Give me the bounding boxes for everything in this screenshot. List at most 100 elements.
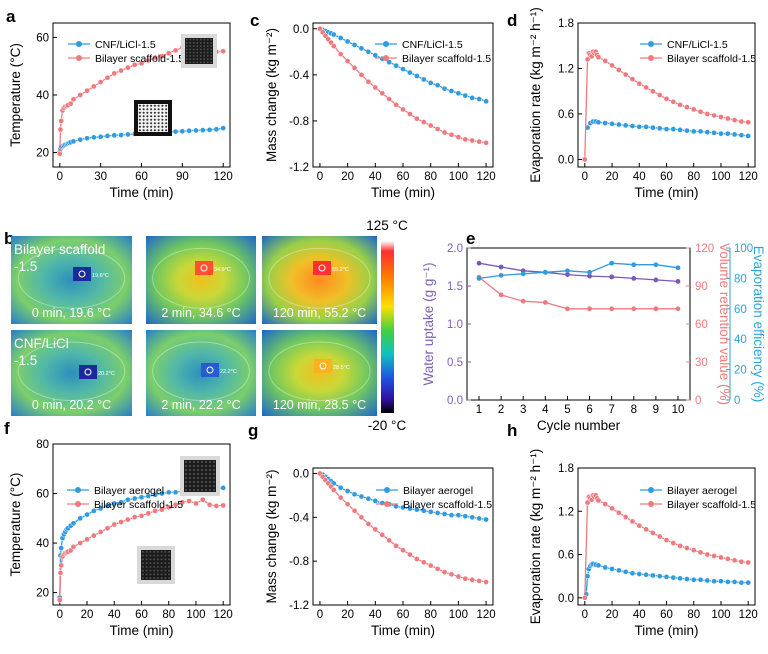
chart-a: 0 30 60 90 120 20 40 60 Time (min) Temperature (°… [8,22,233,200]
x-tick-label: 2 [498,404,504,416]
data-point [407,551,413,558]
data-point [206,126,213,133]
photo-pore [160,565,163,568]
y-tick-label: -1.2 [289,600,309,612]
photo-pore [146,111,149,114]
sample-spot [313,261,331,275]
photo-pore [185,61,188,64]
data-point [118,499,124,506]
x-tick-label: 20 [606,171,619,183]
data-point [427,562,434,569]
photo-pore [192,480,196,484]
data-point [372,498,379,504]
data-point [199,127,206,133]
legend-label: Bilayer scaffold-1.5 [95,53,184,65]
y-tick-label: 1.0 [447,319,463,331]
data-point [675,265,681,271]
data-point [643,526,649,533]
panel-label-b: b [4,229,14,248]
thermal-bg [146,236,256,324]
data-point [58,562,65,569]
x-axis-label: Time (min) [371,623,435,638]
photo-pore [164,562,167,565]
data-point [67,100,74,107]
data-point [186,127,193,134]
data-point [441,511,448,517]
photo-pore [188,476,192,480]
dish-outline [152,341,250,402]
photo-pore [189,61,192,64]
photo-pore [200,480,204,484]
data-point [670,126,677,132]
photo-pore [204,464,208,468]
photo-pore [156,550,159,553]
data-point [393,101,399,108]
data-point [386,59,393,66]
data-point [704,111,711,117]
data-point [697,108,704,115]
photo-body [184,460,216,492]
data-point [469,576,476,583]
data-point [602,120,609,126]
data-point [90,134,97,141]
data-point [653,277,659,283]
photo-pore [192,476,196,480]
y2-tick-label: 30 [695,357,708,369]
scaffold-photo-white [134,100,172,136]
photo-pore [196,468,200,472]
photo-pore [208,476,212,480]
photo-pore [196,484,200,488]
photo-pore [192,460,196,464]
data-point [365,521,372,527]
photo-pore [203,58,206,61]
data-point [386,537,393,544]
chart-e: 1 2 3 4 5 6 7 8 9 10 0.0 0.5 1.0 1.5 2.0 0 30 60 90 120 0 20 4… [421,243,766,433]
y-tick-label: 60 [36,489,49,501]
x-tick-label: 60 [397,609,410,621]
data-point [351,65,358,71]
data-point [84,536,90,543]
photo-pore [138,118,141,121]
photo-pore [153,111,156,114]
photo-pore [145,562,148,565]
data-point [697,128,704,135]
data-point [365,48,372,55]
x-tick-label: 60 [135,171,148,183]
data-point [629,123,636,129]
photo-pore [188,464,192,468]
photo-pore [200,476,204,480]
photo-pore [212,476,216,480]
photo-pore [184,468,188,472]
data-point [462,575,469,582]
data-point [90,508,97,514]
photo-pore [189,58,192,61]
data-point [172,47,179,54]
photo-pore [165,115,168,118]
data-point [434,565,441,572]
y-tick-label: 1.2 [558,506,574,518]
data-point [172,501,179,508]
photo-pore [196,472,200,476]
x-tick-label: 0 [582,609,588,621]
data-point [650,88,656,95]
photo-pore [196,51,199,54]
data-point [172,128,179,135]
photo-pore [150,115,153,118]
photo-pore [160,550,163,553]
data-point [145,493,152,499]
data-point [186,498,193,504]
photo-pore [184,460,188,464]
photo-pore [188,472,192,476]
data-point [631,276,637,281]
photo-pore [160,562,163,565]
photo-pore [149,550,152,553]
data-point [629,518,636,525]
photo-pore [142,111,145,114]
legend-marker [383,55,389,61]
data-point [413,506,420,513]
photo-pore [206,45,209,48]
data-point [675,306,681,312]
x-tick-label: 120 [476,609,495,621]
data-point [677,575,683,582]
crosshair-icon [319,362,327,370]
